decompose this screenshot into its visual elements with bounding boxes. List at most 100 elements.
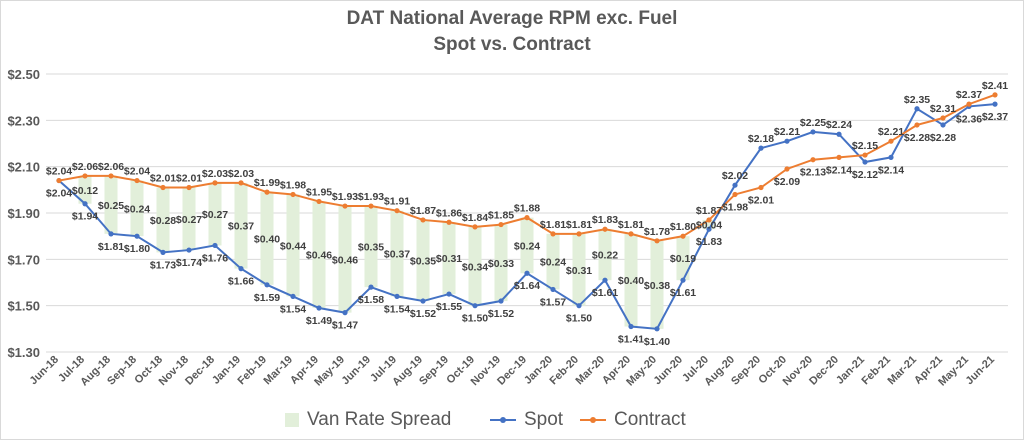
contract-data-label: $2.13 <box>800 167 826 179</box>
contract-point-nov-18 <box>186 184 192 191</box>
spread-data-label: $0.19 <box>670 253 696 265</box>
contract-data-label: $2.37 <box>956 89 982 101</box>
spot-data-label: $1.47 <box>332 320 358 332</box>
contract-point-apr-20 <box>628 231 634 237</box>
spot-point-nov-19 <box>498 298 504 304</box>
y-tick-label: $1.30 <box>7 345 40 360</box>
spread-bar-apr-19 <box>312 201 326 308</box>
spread-data-label: $0.40 <box>254 233 280 245</box>
contract-data-label: $1.88 <box>514 203 540 215</box>
spot-data-label: $1.52 <box>410 308 436 320</box>
legend-swatch-spread <box>285 413 299 427</box>
spread-data-label: $0.35 <box>358 242 384 254</box>
legend-item-contract: Contract <box>580 409 686 431</box>
legend-label-contract: Contract <box>614 409 686 430</box>
spot-point-may-20 <box>654 326 660 332</box>
spot-point-jan-19 <box>238 266 244 272</box>
spot-point-nov-18 <box>186 247 192 253</box>
contract-point-dec-18 <box>212 180 218 186</box>
spot-point-apr-21 <box>940 122 946 128</box>
spot-point-mar-19 <box>290 293 296 299</box>
contract-point-oct-19 <box>472 224 478 230</box>
contract-data-label: $1.95 <box>306 186 332 198</box>
contract-data-label: $1.98 <box>722 201 748 213</box>
spot-point-oct-18 <box>160 249 166 255</box>
spot-point-dec-20 <box>836 131 842 137</box>
contract-point-aug-19 <box>420 217 426 223</box>
spot-point-jun-20 <box>680 277 686 283</box>
spot-point-nov-20 <box>810 129 816 135</box>
spot-data-label: $2.35 <box>904 94 930 106</box>
spot-point-sep-19 <box>446 291 452 297</box>
x-tick-label: Dec-18 <box>183 354 217 388</box>
legend-label-spot: Spot <box>524 409 564 430</box>
contract-data-label: $1.87 <box>696 205 722 217</box>
spread-data-label: $0.25 <box>98 200 124 212</box>
spot-point-oct-19 <box>472 303 478 309</box>
spread-bar-oct-18 <box>156 187 170 253</box>
spread-data-label: $0.04 <box>696 220 722 232</box>
contract-data-label: $1.84 <box>462 212 488 224</box>
spot-data-label: $2.21 <box>774 126 800 138</box>
spot-point-jul-18 <box>82 201 88 207</box>
contract-data-label: $1.99 <box>254 177 280 189</box>
spread-bar-may-19 <box>338 206 352 313</box>
y-tick-label: $2.30 <box>7 113 40 128</box>
contract-point-jun-20 <box>680 233 686 239</box>
spot-point-feb-21 <box>888 154 894 160</box>
spread-bar-feb-19 <box>260 192 274 285</box>
spread-bar-mar-20 <box>598 229 612 281</box>
spread-bar-jan-19 <box>234 182 248 269</box>
legend-swatch-contract <box>580 413 606 427</box>
spot-data-label: $2.04 <box>46 188 72 200</box>
contract-point-dec-19 <box>524 215 530 221</box>
spot-point-jan-21 <box>862 159 868 165</box>
x-tick-label: Sep-20 <box>729 354 763 388</box>
spot-point-sep-20 <box>758 145 764 151</box>
spot-data-label: $2.02 <box>722 170 748 182</box>
contract-point-sep-18 <box>134 177 140 184</box>
contract-data-label: $1.81 <box>540 219 566 231</box>
contract-point-sep-19 <box>446 219 452 225</box>
y-tick-label: $1.50 <box>7 299 40 314</box>
contract-point-may-20 <box>654 238 660 244</box>
spot-data-label: $2.24 <box>826 119 852 131</box>
spot-point-apr-20 <box>628 323 634 330</box>
contract-data-label: $1.86 <box>436 207 462 219</box>
spread-bar-oct-19 <box>468 226 482 306</box>
spot-data-label: $2.14 <box>878 164 904 176</box>
spot-data-label: $1.57 <box>540 296 566 308</box>
contract-data-label: $1.93 <box>358 191 384 203</box>
contract-data-label: $2.01 <box>150 173 176 185</box>
contract-data-label: $2.06 <box>98 161 124 173</box>
contract-data-label: $2.04 <box>46 166 72 178</box>
spot-data-label: $2.36 <box>956 113 982 125</box>
spread-data-label: $0.38 <box>644 280 670 292</box>
spot-point-mar-20 <box>602 277 608 283</box>
contract-data-label: $1.87 <box>410 205 436 217</box>
spread-bar-jul-20 <box>702 219 716 230</box>
spread-bar-dec-18 <box>208 182 222 246</box>
contract-point-jan-20 <box>550 231 556 237</box>
contract-data-label: $1.91 <box>384 196 410 208</box>
spot-data-label: $2.28 <box>930 132 956 144</box>
contract-point-nov-19 <box>498 221 504 228</box>
spot-point-dec-19 <box>524 270 530 276</box>
contract-data-label: $2.01 <box>748 195 774 207</box>
contract-point-nov-20 <box>810 157 816 163</box>
spread-bar-dec-19 <box>520 217 534 274</box>
chart-legend: Van Rate Spread Spot Contract <box>0 409 1024 435</box>
spot-data-label: $1.61 <box>592 287 618 299</box>
spot-data-label: $1.83 <box>696 236 722 248</box>
contract-data-label: $2.04 <box>124 166 150 178</box>
spread-data-label: $0.12 <box>72 185 98 197</box>
contract-point-feb-20 <box>576 231 582 237</box>
spot-data-label: $2.12 <box>852 169 878 181</box>
spread-data-label: $0.22 <box>592 250 618 262</box>
contract-data-label: $1.83 <box>592 214 618 226</box>
spot-data-label: $1.58 <box>358 294 384 306</box>
y-tick-label: $1.70 <box>7 252 40 267</box>
x-tick-label: Mar-21 <box>886 354 920 388</box>
spread-bar-sep-18 <box>130 180 144 237</box>
